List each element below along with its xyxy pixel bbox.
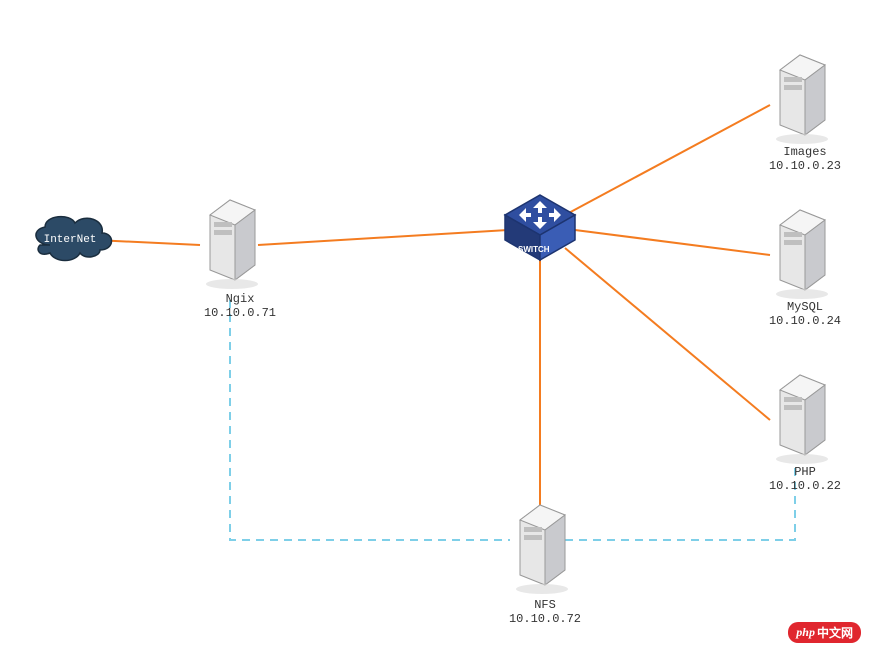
images-ip: 10.10.0.23	[760, 159, 850, 173]
nfs-ip: 10.10.0.72	[500, 612, 590, 626]
ngix-ip: 10.10.0.71	[195, 306, 285, 320]
ngix-name: Ngix	[195, 292, 285, 306]
watermark-php: php	[796, 625, 815, 640]
watermark: php 中文网	[788, 622, 861, 643]
watermark-text: 中文网	[817, 624, 853, 641]
nfs-name: NFS	[500, 598, 590, 612]
link-switch-php	[565, 248, 770, 420]
ngix-label: Ngix 10.10.0.71	[195, 292, 285, 320]
nfs-server	[516, 505, 568, 594]
php-ip: 10.10.0.22	[760, 479, 850, 493]
images-server	[776, 55, 828, 144]
images-name: Images	[760, 145, 850, 159]
topology-svg: InterNet SWITCH	[0, 0, 869, 649]
nfs-label: NFS 10.10.0.72	[500, 598, 590, 626]
php-label: PHP 10.10.0.22	[760, 465, 850, 493]
link-ngix-switch	[258, 230, 508, 245]
mysql-name: MySQL	[760, 300, 850, 314]
ngix-server	[206, 200, 258, 289]
link-switch-images	[565, 105, 770, 215]
internet-label: InterNet	[44, 234, 97, 246]
switch-label: SWITCH	[518, 245, 550, 254]
internet-cloud: InterNet	[36, 217, 112, 261]
mysql-server	[776, 210, 828, 299]
link-dashed-path	[230, 300, 510, 540]
images-label: Images 10.10.0.23	[760, 145, 850, 173]
link-switch-mysql	[575, 230, 770, 255]
diagram-canvas: { "diagram": { "type": "network", "backg…	[0, 0, 869, 649]
mysql-label: MySQL 10.10.0.24	[760, 300, 850, 328]
php-name: PHP	[760, 465, 850, 479]
switch-device: SWITCH	[505, 195, 575, 260]
mysql-ip: 10.10.0.24	[760, 314, 850, 328]
php-server	[776, 375, 828, 464]
